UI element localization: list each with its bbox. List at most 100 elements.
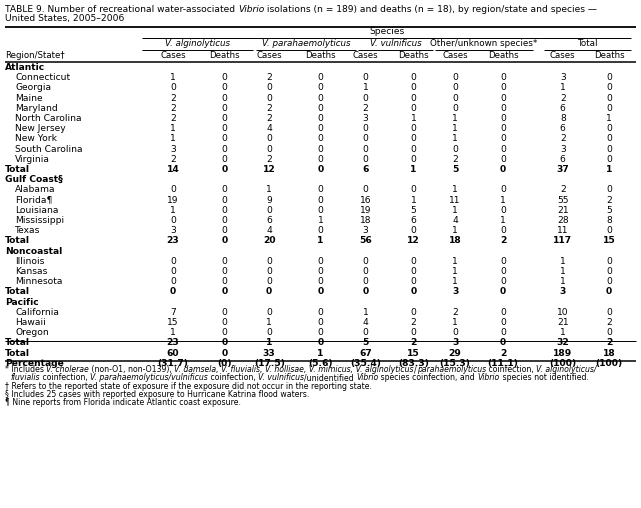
Text: 0: 0 <box>221 257 228 266</box>
Text: 0: 0 <box>170 277 176 286</box>
Text: 0: 0 <box>362 93 369 103</box>
Text: 0: 0 <box>317 145 324 153</box>
Text: fluvialis: fluvialis <box>10 373 40 383</box>
Text: 3: 3 <box>560 73 565 82</box>
Text: 0: 0 <box>362 124 369 133</box>
Text: 29: 29 <box>449 348 462 358</box>
Text: 1: 1 <box>171 73 176 82</box>
Text: 2: 2 <box>500 236 506 245</box>
Text: 0: 0 <box>266 308 272 317</box>
Text: 0: 0 <box>362 155 369 164</box>
Text: Kansas: Kansas <box>15 267 47 276</box>
Text: Total: Total <box>5 338 30 347</box>
Text: 0: 0 <box>410 277 417 286</box>
Text: 0: 0 <box>221 226 228 235</box>
Text: coinfection,: coinfection, <box>40 373 90 383</box>
Text: 0: 0 <box>500 267 506 276</box>
Text: 0: 0 <box>500 226 506 235</box>
Text: Deaths: Deaths <box>594 50 624 59</box>
Text: 0: 0 <box>606 288 612 296</box>
Text: 5: 5 <box>606 206 612 215</box>
Text: † Refers to the reported state of exposure if the exposure did not occur in the : † Refers to the reported state of exposu… <box>5 382 372 391</box>
Text: 28: 28 <box>557 216 569 225</box>
Text: 0: 0 <box>221 93 228 103</box>
Text: 0: 0 <box>221 135 228 143</box>
Text: 0: 0 <box>410 135 417 143</box>
Text: 55: 55 <box>557 196 569 205</box>
Text: 3: 3 <box>560 288 566 296</box>
Text: Cases: Cases <box>160 50 186 59</box>
Text: 0: 0 <box>170 288 176 296</box>
Text: § Includes 25 cases with reported exposure to Hurricane Katrina flood waters.: § Includes 25 cases with reported exposu… <box>5 390 310 399</box>
Text: 0: 0 <box>266 145 272 153</box>
Text: 11: 11 <box>557 226 569 235</box>
Text: 1: 1 <box>453 124 458 133</box>
Text: 0: 0 <box>170 267 176 276</box>
Text: V. cholerae: V. cholerae <box>47 365 89 374</box>
Text: 0: 0 <box>221 165 228 174</box>
Text: 0: 0 <box>500 145 506 153</box>
Text: North Carolina: North Carolina <box>15 114 81 123</box>
Text: 2: 2 <box>500 348 506 358</box>
Text: 0: 0 <box>606 155 612 164</box>
Text: 1: 1 <box>317 348 324 358</box>
Text: 0: 0 <box>317 338 324 347</box>
Text: 0: 0 <box>266 135 272 143</box>
Text: 0: 0 <box>500 206 506 215</box>
Text: 6: 6 <box>410 216 417 225</box>
Text: 1: 1 <box>317 236 324 245</box>
Text: 0: 0 <box>221 338 228 347</box>
Text: V. vulnificus: V. vulnificus <box>258 373 304 383</box>
Text: 0: 0 <box>500 277 506 286</box>
Text: 0: 0 <box>317 308 324 317</box>
Text: 6: 6 <box>266 216 272 225</box>
Text: Cases: Cases <box>550 50 576 59</box>
Text: Species: Species <box>369 27 404 37</box>
Text: V. alginolyticus: V. alginolyticus <box>165 39 230 48</box>
Text: 0: 0 <box>606 277 612 286</box>
Text: 2: 2 <box>606 318 612 327</box>
Text: Cases: Cases <box>256 50 282 59</box>
Text: 0: 0 <box>317 135 324 143</box>
Text: Atlantic: Atlantic <box>5 63 45 72</box>
Text: 4: 4 <box>452 216 458 225</box>
Text: 0: 0 <box>410 185 417 195</box>
Text: 0: 0 <box>606 267 612 276</box>
Text: 37: 37 <box>556 165 569 174</box>
Text: 2: 2 <box>266 73 272 82</box>
Text: Deaths: Deaths <box>305 50 336 59</box>
Text: V. vulnificus: V. vulnificus <box>370 39 421 48</box>
Text: 4: 4 <box>266 226 272 235</box>
Text: 2: 2 <box>606 196 612 205</box>
Text: 2: 2 <box>266 155 272 164</box>
Text: 0: 0 <box>266 257 272 266</box>
Text: 0: 0 <box>410 124 417 133</box>
Text: 3: 3 <box>171 145 176 153</box>
Text: (83.3): (83.3) <box>398 359 429 368</box>
Text: 0: 0 <box>606 104 612 113</box>
Text: 0: 0 <box>317 155 324 164</box>
Text: 0: 0 <box>606 257 612 266</box>
Text: 1: 1 <box>267 185 272 195</box>
Text: Total: Total <box>578 39 597 48</box>
Text: United States, 2005–2006: United States, 2005–2006 <box>5 15 124 23</box>
Text: Cases: Cases <box>353 50 378 59</box>
Text: California: California <box>15 308 59 317</box>
Text: 0: 0 <box>452 145 458 153</box>
Text: species not identified.: species not identified. <box>500 373 588 383</box>
Text: 0: 0 <box>221 216 228 225</box>
Text: (31.7): (31.7) <box>158 359 188 368</box>
Text: 0: 0 <box>170 257 176 266</box>
Text: Noncoastal: Noncoastal <box>5 246 62 256</box>
Text: 0: 0 <box>221 206 228 215</box>
Text: 0: 0 <box>410 308 417 317</box>
Text: 0: 0 <box>221 185 228 195</box>
Text: 6: 6 <box>560 104 566 113</box>
Text: 0: 0 <box>221 114 228 123</box>
Text: 0: 0 <box>452 104 458 113</box>
Text: ¶ Nine reports from Florida indicate Atlantic coast exposure.: ¶ Nine reports from Florida indicate Atl… <box>5 398 241 407</box>
Text: 1: 1 <box>453 318 458 327</box>
Text: 0: 0 <box>500 73 506 82</box>
Text: 1: 1 <box>606 114 612 123</box>
Text: 1: 1 <box>453 206 458 215</box>
